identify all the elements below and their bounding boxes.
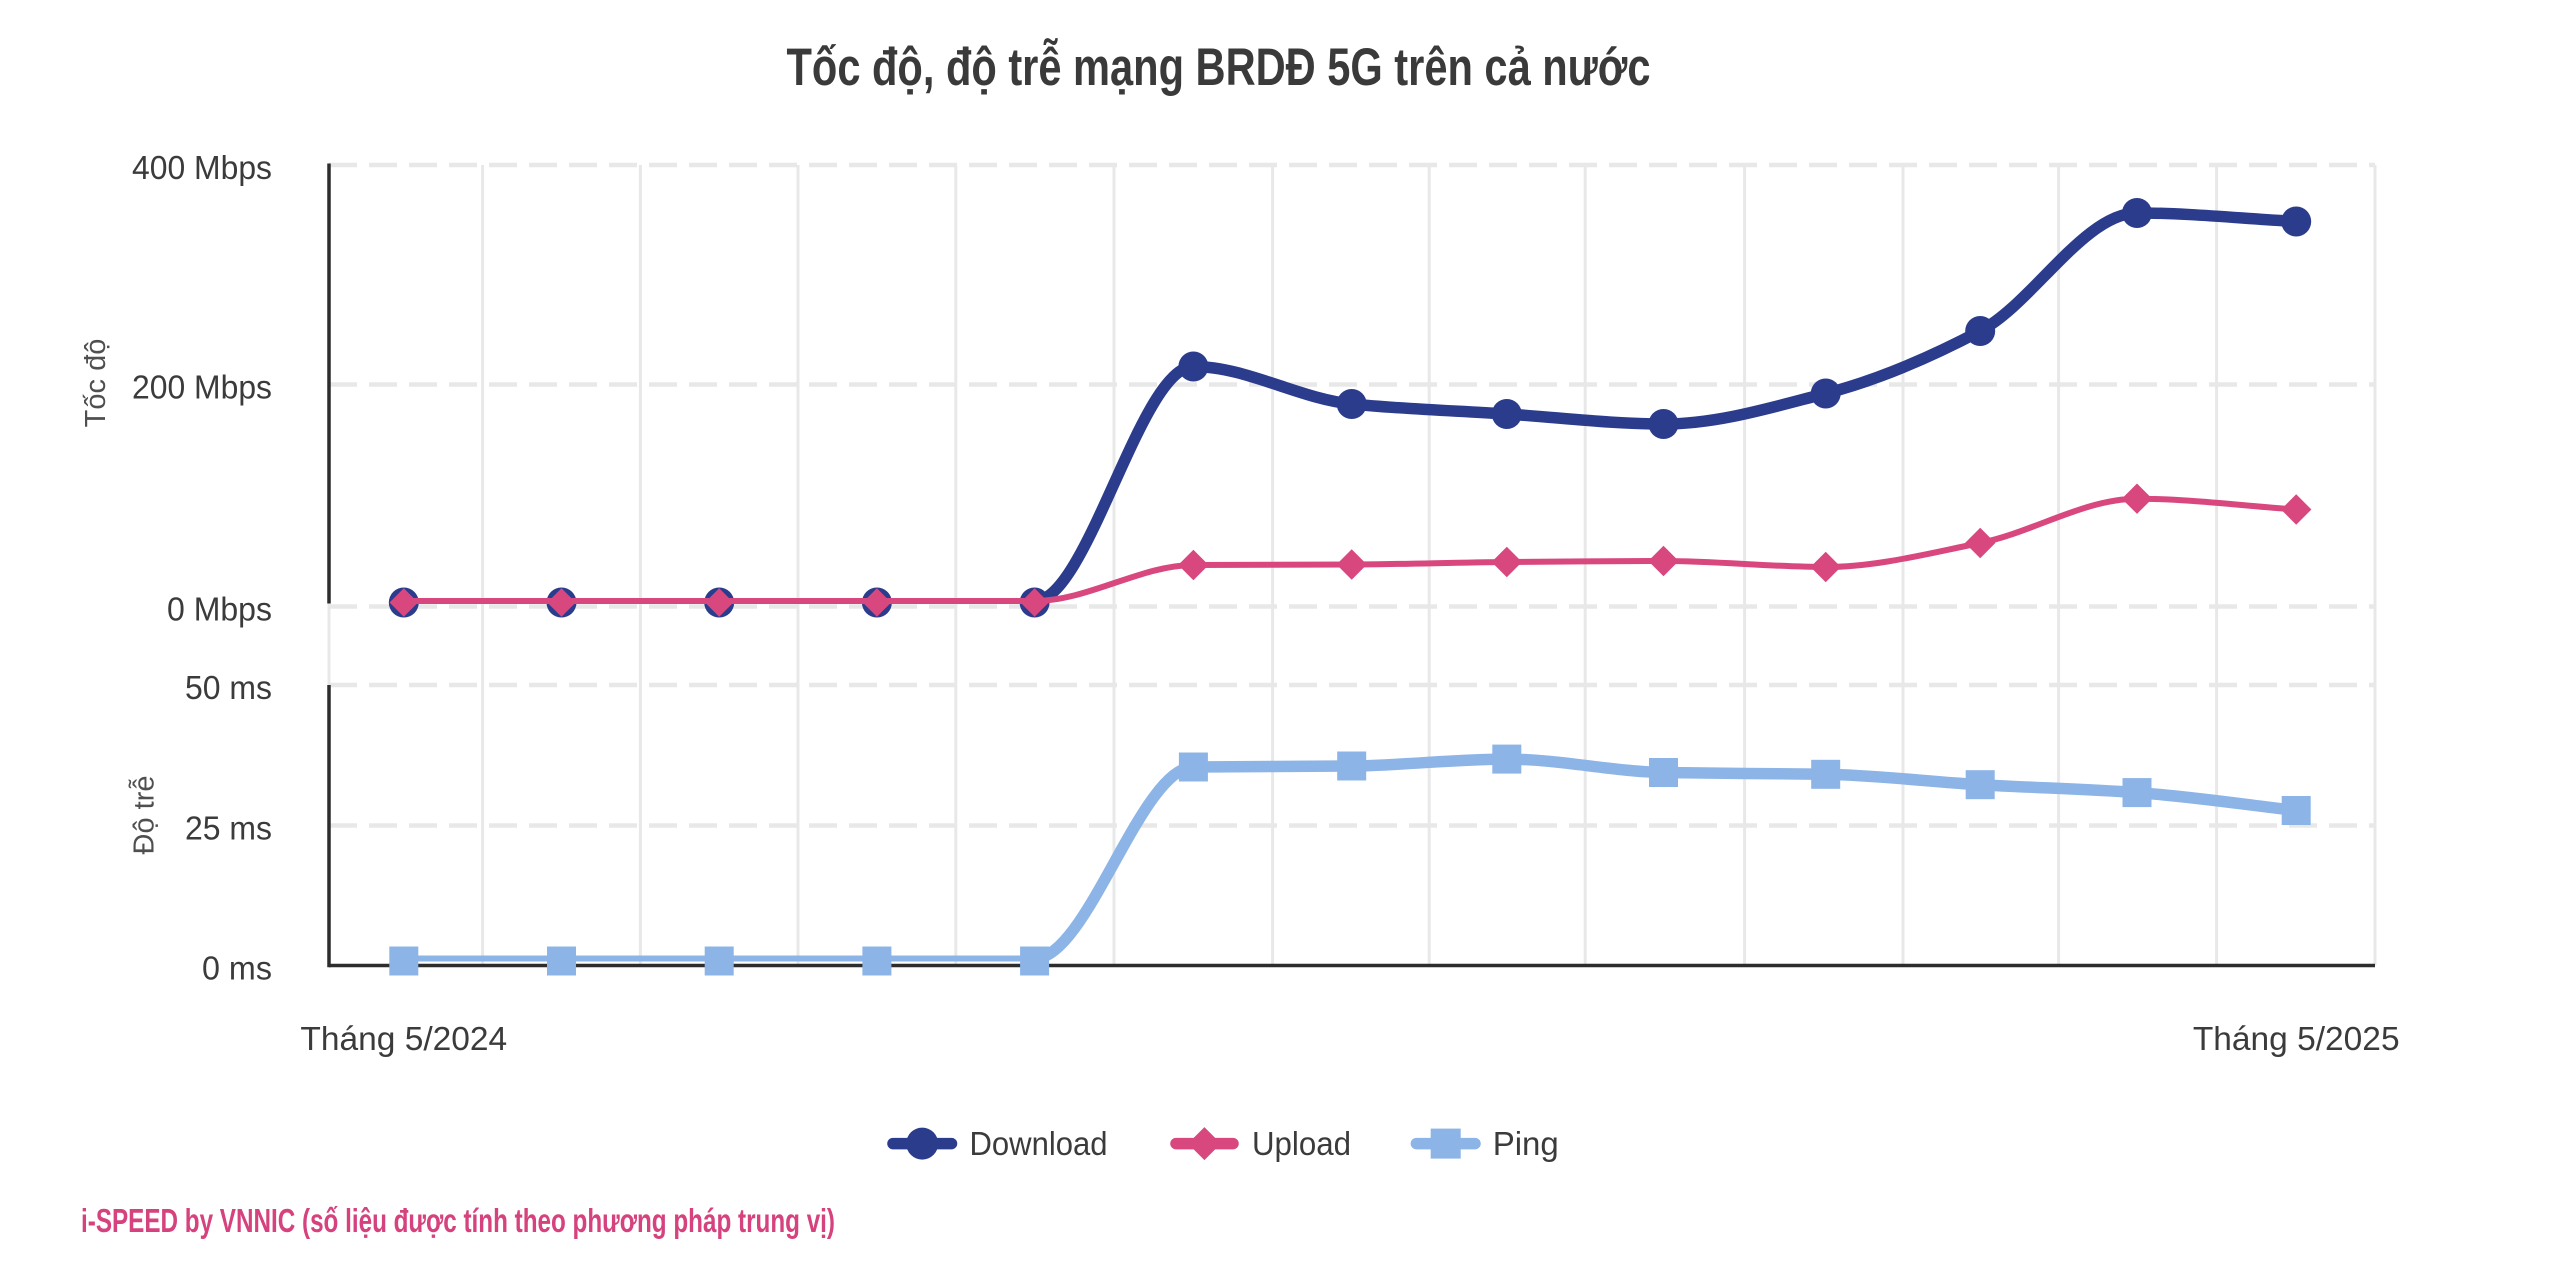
svg-text:Download: Download — [970, 1125, 1108, 1162]
svg-text:0 ms: 0 ms — [202, 951, 272, 988]
svg-text:200 Mbps: 200 Mbps — [132, 370, 272, 407]
svg-text:Upload: Upload — [1252, 1125, 1351, 1162]
svg-text:400 Mbps: 400 Mbps — [132, 150, 272, 187]
svg-text:Ping: Ping — [1493, 1125, 1559, 1162]
svg-text:i-SPEED by VNNIC (số liệu được: i-SPEED by VNNIC (số liệu được tính theo… — [81, 1202, 835, 1239]
svg-text:Tốc độ, độ trễ mạng BRDĐ 5G tr: Tốc độ, độ trễ mạng BRDĐ 5G trên cả nước — [787, 38, 1651, 97]
svg-text:Độ trễ: Độ trễ — [128, 776, 161, 855]
svg-text:Tốc độ: Tốc độ — [80, 339, 112, 428]
svg-text:Tháng 5/2025: Tháng 5/2025 — [2193, 1021, 2400, 1058]
svg-text:50 ms: 50 ms — [185, 670, 272, 707]
svg-text:0 Mbps: 0 Mbps — [167, 592, 272, 629]
svg-text:Tháng 5/2024: Tháng 5/2024 — [300, 1021, 507, 1058]
svg-text:25 ms: 25 ms — [185, 811, 272, 848]
